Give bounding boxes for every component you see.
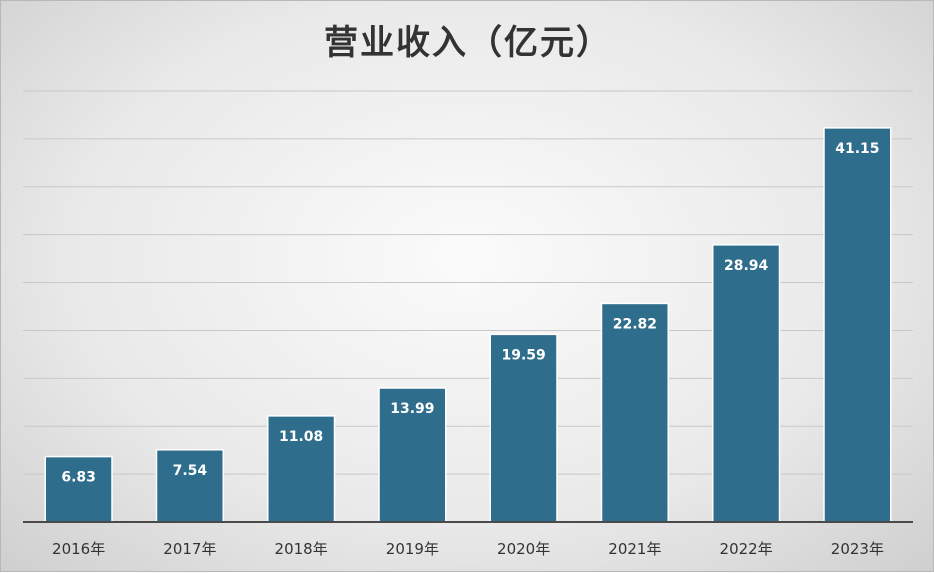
data-label: 19.59 (501, 347, 545, 363)
bars (44, 127, 892, 523)
bar-2022年 (712, 244, 781, 523)
data-labels: 6.83 7.54 11.08 13.99 19.59 22.82 28.94 41.15 (61, 141, 879, 486)
x-tick-label: 2016年 (52, 540, 105, 558)
bar-2018年 (267, 415, 336, 523)
x-tick-label: 2021年 (608, 540, 661, 558)
gridlines (23, 90, 913, 523)
x-tick-label: 2019年 (386, 540, 439, 558)
data-label: 7.54 (173, 463, 208, 479)
data-label: 11.08 (279, 429, 323, 445)
chart-title: 营业收入（亿元） (324, 23, 612, 63)
x-tick-label: 2023年 (831, 540, 884, 558)
bar-2017年 (155, 449, 224, 523)
bar-2016年 (44, 455, 113, 523)
x-tick-label: 2017年 (163, 540, 216, 558)
data-label: 22.82 (613, 316, 657, 332)
x-tick-label: 2022年 (720, 540, 773, 558)
data-label: 13.99 (390, 401, 434, 417)
x-tick-label: 2018年 (275, 540, 328, 558)
data-label: 41.15 (835, 141, 879, 157)
bar-2021年 (600, 302, 669, 523)
data-label: 28.94 (724, 258, 769, 274)
x-tick-label: 2020年 (497, 540, 550, 558)
x-tick-labels: 2016年 2017年 2018年 2019年 2020年 2021年 2022年 2023年 (52, 540, 884, 558)
data-label: 6.83 (61, 470, 96, 486)
bar-2020年 (489, 333, 558, 523)
bar-2023年 (823, 127, 892, 523)
